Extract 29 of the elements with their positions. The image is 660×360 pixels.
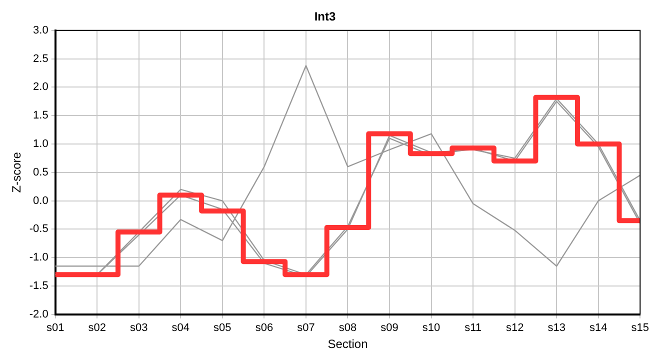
x-tick-label: s01	[46, 322, 64, 334]
x-tick-label: s10	[422, 322, 440, 334]
y-tick-label: 2.0	[33, 81, 48, 94]
y-tick-label: 0.0	[33, 194, 48, 207]
y-tick-label: 2.5	[33, 52, 48, 65]
y-tick-label: 0.5	[33, 166, 48, 178]
y-axis-title: Z-score	[10, 152, 24, 193]
x-axis-title: Section	[328, 337, 368, 352]
x-tick-label: s11	[464, 322, 482, 334]
y-tick-label: -2.0	[29, 308, 48, 320]
chart-title: Int3	[314, 10, 336, 24]
x-tick-label: s09	[380, 322, 398, 334]
x-tick-label: s08	[338, 322, 357, 334]
x-tick-label: s12	[506, 322, 524, 334]
y-tick-label: 3.0	[33, 24, 48, 36]
y-tick-label: 1.5	[33, 110, 48, 122]
x-tick-label: s03	[130, 322, 148, 334]
x-tick-label: s14	[589, 322, 608, 334]
y-tick-label: -1.5	[29, 280, 48, 292]
y-tick-label: 1.0	[33, 138, 48, 150]
x-tick-label: s06	[255, 322, 274, 334]
x-tick-label: s13	[548, 322, 566, 334]
x-tick-label: s04	[172, 322, 190, 334]
y-tick-label: -1.0	[29, 252, 48, 264]
x-tick-label: s02	[88, 322, 106, 334]
y-tick-label: -0.5	[29, 223, 48, 236]
x-tick-label: s05	[214, 322, 232, 334]
x-tick-label: s07	[297, 322, 315, 334]
x-tick-label: s15	[631, 322, 650, 334]
